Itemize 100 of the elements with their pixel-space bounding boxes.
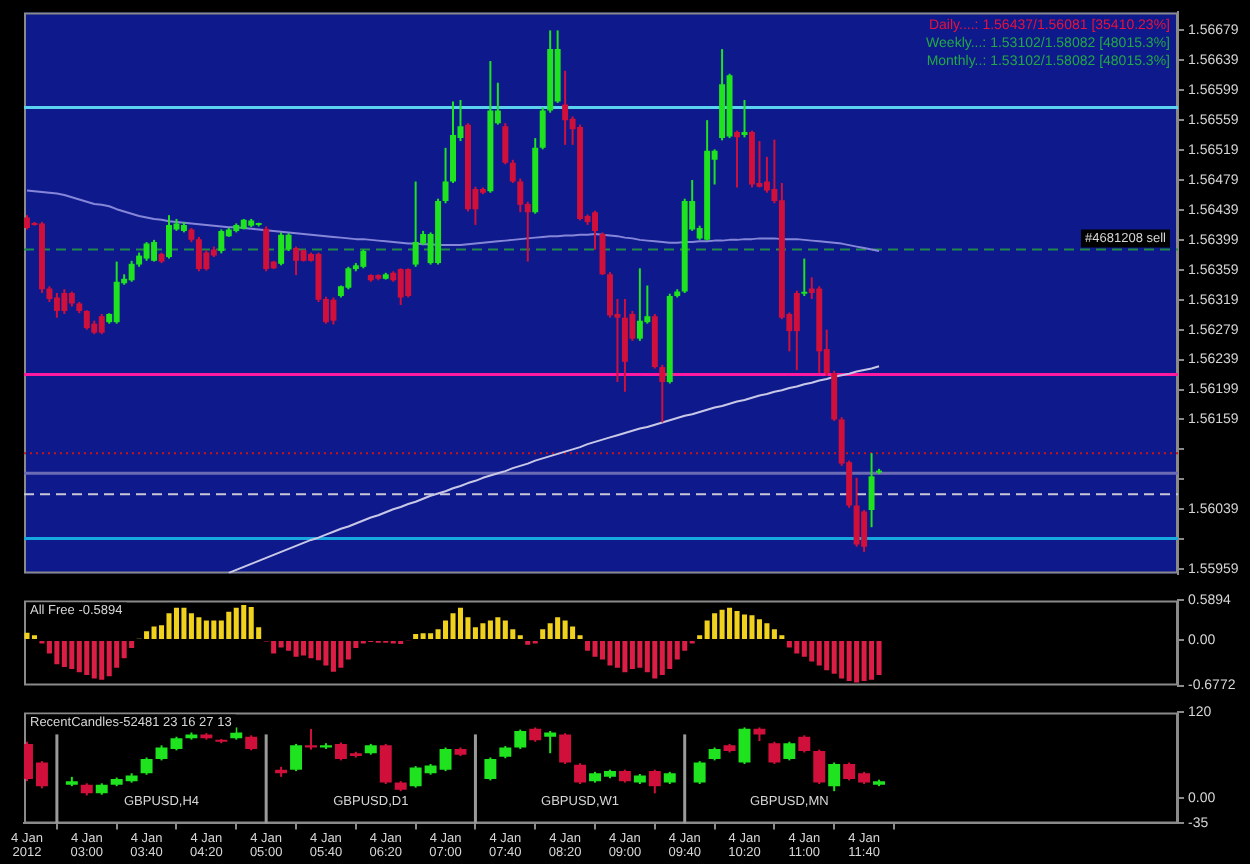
bar [764, 623, 770, 640]
bar [585, 641, 591, 651]
candlestick [195, 235, 202, 273]
bar [54, 641, 60, 665]
candlestick [218, 228, 225, 255]
candlestick [853, 476, 860, 548]
candlestick [53, 292, 60, 319]
bar [794, 641, 800, 654]
bar [719, 609, 725, 640]
bar [420, 633, 426, 640]
bar [233, 607, 239, 640]
bar [831, 641, 837, 674]
bar [450, 613, 456, 640]
bar [76, 641, 82, 673]
candlestick [783, 740, 796, 762]
bar [607, 641, 613, 666]
bar [734, 611, 740, 640]
bar [712, 613, 718, 640]
bar [570, 626, 576, 640]
bar [749, 615, 755, 640]
bar [248, 607, 254, 640]
bar [667, 641, 673, 669]
bar [315, 641, 321, 661]
bar [614, 641, 620, 668]
bar [286, 641, 292, 651]
candlestick [290, 742, 303, 773]
bar [457, 607, 464, 640]
candlestick [636, 267, 643, 342]
candlestick [592, 209, 599, 251]
candlestick [559, 732, 572, 765]
candlestick [574, 762, 587, 786]
candlestick [544, 730, 557, 755]
bar [144, 631, 150, 640]
bar [502, 620, 508, 640]
bar [84, 641, 90, 676]
candlestick [734, 129, 741, 189]
bar [854, 641, 860, 683]
bar [301, 641, 307, 656]
bar [510, 629, 516, 640]
bar [861, 641, 867, 682]
candlestick [828, 761, 841, 793]
candlestick [868, 452, 875, 529]
bar [435, 629, 441, 640]
bar [188, 613, 194, 640]
candlestick [278, 231, 285, 267]
bar [308, 641, 314, 659]
candlestick [128, 259, 135, 283]
bar [271, 641, 277, 654]
bar [869, 641, 875, 680]
bar [622, 641, 628, 673]
candlestick [305, 727, 317, 751]
bar [91, 641, 97, 679]
bar [241, 605, 247, 640]
bar [839, 641, 845, 679]
bar [173, 607, 179, 640]
candlestick [801, 257, 808, 297]
bar [181, 607, 187, 640]
candlestick [345, 265, 352, 291]
bar [226, 611, 232, 640]
bar [24, 632, 30, 640]
bar [659, 641, 665, 676]
candlestick [330, 296, 337, 326]
bar [338, 641, 344, 668]
bar [330, 641, 336, 672]
candlestick [562, 69, 569, 146]
bar [816, 641, 822, 666]
candlestick [514, 728, 527, 750]
bar [166, 613, 172, 640]
bar [443, 620, 449, 640]
candlestick [360, 248, 367, 270]
bar [278, 641, 284, 648]
bar [809, 641, 815, 662]
candlestick [738, 726, 751, 765]
bar [555, 617, 561, 640]
candlestick [793, 289, 800, 372]
candlestick [412, 180, 419, 268]
bar [61, 641, 67, 667]
candlestick [379, 742, 392, 786]
candlestick [83, 309, 90, 331]
bar [644, 641, 650, 673]
candlestick [813, 748, 826, 786]
candlestick [151, 238, 158, 263]
candlestick [143, 241, 150, 262]
bar [323, 641, 329, 666]
candlestick [693, 760, 706, 786]
bar [293, 641, 299, 657]
bar [652, 641, 658, 679]
bar [637, 641, 643, 668]
candlestick [621, 297, 628, 393]
bar [824, 641, 830, 671]
bar [786, 641, 792, 648]
bar [114, 641, 120, 668]
bar [196, 617, 202, 640]
bar [345, 641, 351, 660]
bar [495, 617, 501, 640]
candlestick [397, 267, 404, 306]
bar [211, 620, 217, 640]
bar [203, 620, 209, 640]
bar [413, 633, 419, 640]
bar [69, 641, 75, 669]
